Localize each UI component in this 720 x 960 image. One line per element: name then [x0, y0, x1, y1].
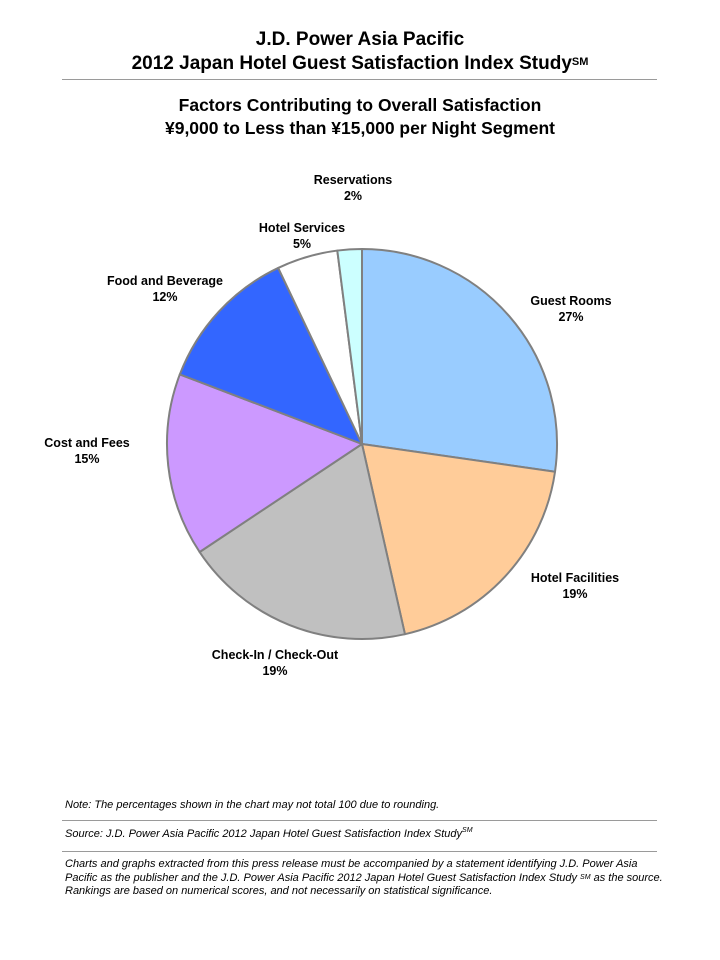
chart-heading: Factors Contributing to Overall Satisfac…	[0, 94, 720, 140]
pie-slice-cost-and-fees	[166, 373, 363, 554]
slice-category-label: Reservations	[314, 173, 393, 187]
source-divider	[62, 851, 657, 852]
note-divider	[62, 820, 657, 821]
pie-slice-hotel-facilities	[361, 443, 557, 636]
slice-value-label: 15%	[74, 452, 99, 466]
slice-label: Reservations 2%	[314, 173, 393, 203]
slice-label: Hotel Facilities 19%	[531, 571, 619, 601]
pie-slice-reservations	[336, 248, 363, 445]
slice-value-label: 19%	[262, 664, 287, 678]
pie-chart: Guest Rooms 27%Hotel Facilities 19%Check-I…	[44, 173, 619, 678]
slice-label: Guest Rooms 27%	[530, 294, 611, 324]
disclaimer: Charts and graphs extracted from this pr…	[65, 858, 665, 899]
slice-category-label: Food and Beverage	[107, 274, 223, 288]
slice-value-label: 19%	[562, 587, 587, 601]
pie-slices	[166, 248, 558, 640]
disclaimer-text-1: Charts and graphs extracted from this pr…	[65, 858, 638, 884]
slice-category-label: Hotel Services	[259, 221, 345, 235]
slice-category-label: Hotel Facilities	[531, 571, 619, 585]
report-title-line2: 2012 Japan Hotel Guest Satisfaction Inde…	[0, 52, 720, 76]
source-text: Source: J.D. Power Asia Pacific 2012 Jap…	[65, 828, 463, 840]
report-header: J.D. Power Asia Pacific 2012 Japan Hotel…	[0, 28, 720, 76]
pie-slice-check-in-check-out	[198, 443, 406, 640]
slice-category-label: Check-In / Check-Out	[212, 648, 339, 662]
chart-subtitle: ¥9,000 to Less than ¥15,000 per Night Se…	[164, 118, 555, 138]
slice-value-label: 12%	[152, 290, 177, 304]
pie-slice-guest-rooms	[361, 248, 558, 473]
slice-category-label: Cost and Fees	[44, 436, 129, 450]
pie-labels: Guest Rooms 27%Hotel Facilities 19%Check-I…	[44, 173, 619, 678]
service-mark: SM	[571, 56, 589, 68]
rounding-note: Note: The percentages shown in the chart…	[65, 799, 440, 811]
slice-label: Hotel Services 5%	[259, 221, 345, 251]
report-title-line1: J.D. Power Asia Pacific	[255, 29, 465, 50]
header-divider	[62, 79, 657, 80]
slice-label: Food and Beverage 12%	[107, 274, 223, 304]
source-service-mark: SM	[462, 827, 473, 834]
report-title-text: 2012 Japan Hotel Guest Satisfaction Inde…	[131, 53, 572, 74]
slice-value-label: 5%	[293, 237, 311, 251]
slice-label: Cost and Fees 15%	[44, 436, 129, 466]
slice-label: Check-In / Check-Out 19%	[212, 648, 339, 678]
chart-title: Factors Contributing to Overall Satisfac…	[178, 95, 542, 115]
slice-category-label: Guest Rooms	[530, 294, 611, 308]
disclaimer-text-2: as the source. Rankings are based on num…	[65, 871, 663, 898]
slice-value-label: 27%	[558, 310, 583, 324]
disclaimer-service-mark: SM	[580, 873, 591, 881]
slice-value-label: 2%	[344, 189, 362, 203]
source-line: Source: J.D. Power Asia Pacific 2012 Jap…	[65, 827, 473, 840]
pie-slice-food-and-beverage	[178, 266, 363, 445]
